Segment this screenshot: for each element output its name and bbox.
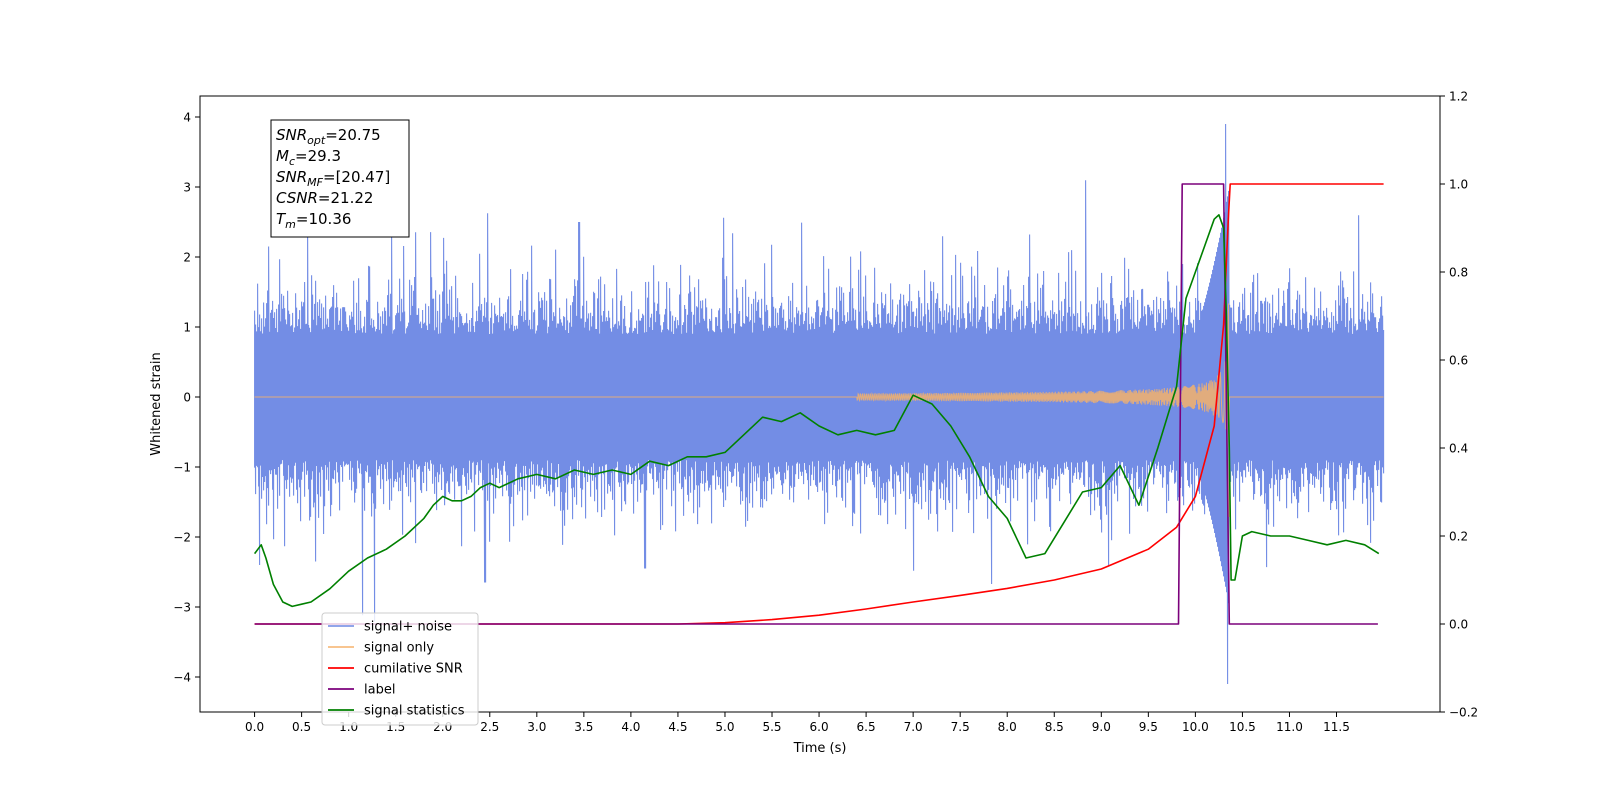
x-tick-label: 6.5 (857, 720, 876, 734)
info-symbol: M (276, 147, 289, 165)
y-right-tick-label: 1.2 (1449, 90, 1468, 104)
y-left-tick-label: 3 (183, 181, 191, 195)
x-tick-label: 0.0 (245, 720, 264, 734)
x-tick-label: 2.5 (480, 720, 499, 734)
x-tick-label: 3.0 (527, 720, 546, 734)
info-symbol: SNR (276, 168, 307, 186)
y-right-tick-label: 0.0 (1449, 618, 1468, 632)
x-tick-label: 4.0 (621, 720, 640, 734)
info-line: CSNR=21.22 (276, 189, 373, 207)
legend-label: label (364, 683, 395, 698)
x-tick-label: 11.0 (1276, 720, 1303, 734)
y-left-tick-label: −4 (173, 671, 191, 685)
x-tick-label: 3.5 (574, 720, 593, 734)
x-tick-label: 4.5 (668, 720, 687, 734)
x-tick-label: 10.5 (1229, 720, 1256, 734)
legend-label: signal only (364, 641, 434, 656)
info-value: =20.75 (325, 126, 381, 144)
legend-label: signal statistics (364, 704, 465, 719)
info-value: =10.36 (296, 210, 352, 228)
y-left-tick-label: 2 (183, 251, 191, 265)
y-right-tick-label: 0.6 (1449, 354, 1468, 368)
x-tick-label: 5.5 (762, 720, 781, 734)
legend-label: cumilative SNR (364, 662, 463, 677)
legend-label: signal+ noise (364, 620, 452, 635)
info-value: =[20.47] (323, 168, 390, 186)
legend: signal+ noise signal only cumilative SNR la… (321, 612, 479, 726)
info-subscript: opt (307, 134, 326, 147)
x-tick-label: 8.0 (998, 720, 1017, 734)
info-subscript: MF (307, 176, 323, 189)
axes-layer: 0.0 0.5 1.0 1.5 2.0 2.5 3.0 3.5 4.0 4.5 5.0 5.5 6.0 6… (173, 90, 1478, 735)
info-symbol: CSNR (276, 189, 318, 207)
y-axis-label: Whitened strain (149, 352, 164, 455)
info-subscript: c (289, 155, 295, 168)
series-signal-only (254, 303, 1384, 517)
info-subscript: m (285, 218, 296, 231)
x-axis-label: Time (s) (793, 741, 847, 756)
series-cumulative-snr (254, 183, 1384, 625)
x-tick-label: 5.0 (715, 720, 734, 734)
y-left-tick-label: −3 (173, 601, 191, 615)
x-tick-label: 7.0 (904, 720, 923, 734)
y-left-tick-label: 4 (183, 111, 191, 125)
x-tick-label: 0.5 (292, 720, 311, 734)
info-symbol: T (276, 210, 287, 228)
info-line: SNRopt=20.75 (276, 126, 381, 147)
series-label (254, 183, 1378, 625)
y-right-tick-label: 1.0 (1449, 178, 1468, 192)
series-signal-noise (254, 123, 1385, 685)
info-box: SNRopt=20.75Mc=29.3SNRMF=[20.47]CSNR=21.… (270, 119, 410, 238)
x-tick-label: 9.0 (1092, 720, 1111, 734)
y-left-tick-label: −1 (173, 461, 191, 475)
info-value: =29.3 (295, 147, 341, 165)
info-value: =21.22 (318, 189, 374, 207)
y-right-tick-label: 0.2 (1449, 530, 1468, 544)
x-tick-label: 11.5 (1323, 720, 1350, 734)
series-signal-statistics (253, 214, 1380, 608)
plot-frame (199, 95, 1441, 713)
y-right-tick-label: −0.2 (1449, 706, 1478, 720)
y-right-tick-label: 0.4 (1449, 442, 1468, 456)
info-line: Tm=10.36 (276, 210, 351, 231)
info-symbol: SNR (276, 126, 307, 144)
legend-frame (321, 612, 479, 726)
info-line: SNRMF=[20.47] (276, 168, 390, 189)
y-left-tick-label: −2 (173, 531, 191, 545)
y-left-tick-label: 0 (183, 391, 191, 405)
x-tick-label: 8.5 (1045, 720, 1064, 734)
x-tick-label: 10.0 (1182, 720, 1209, 734)
x-tick-label: 9.5 (1139, 720, 1158, 734)
x-tick-label: 7.5 (951, 720, 970, 734)
info-line: Mc=29.3 (276, 147, 341, 168)
info-box-frame (270, 119, 410, 238)
x-tick-label: 6.0 (810, 720, 829, 734)
y-left-tick-label: 1 (183, 321, 191, 335)
series-layer (253, 123, 1385, 685)
y-right-tick-label: 0.8 (1449, 266, 1468, 280)
